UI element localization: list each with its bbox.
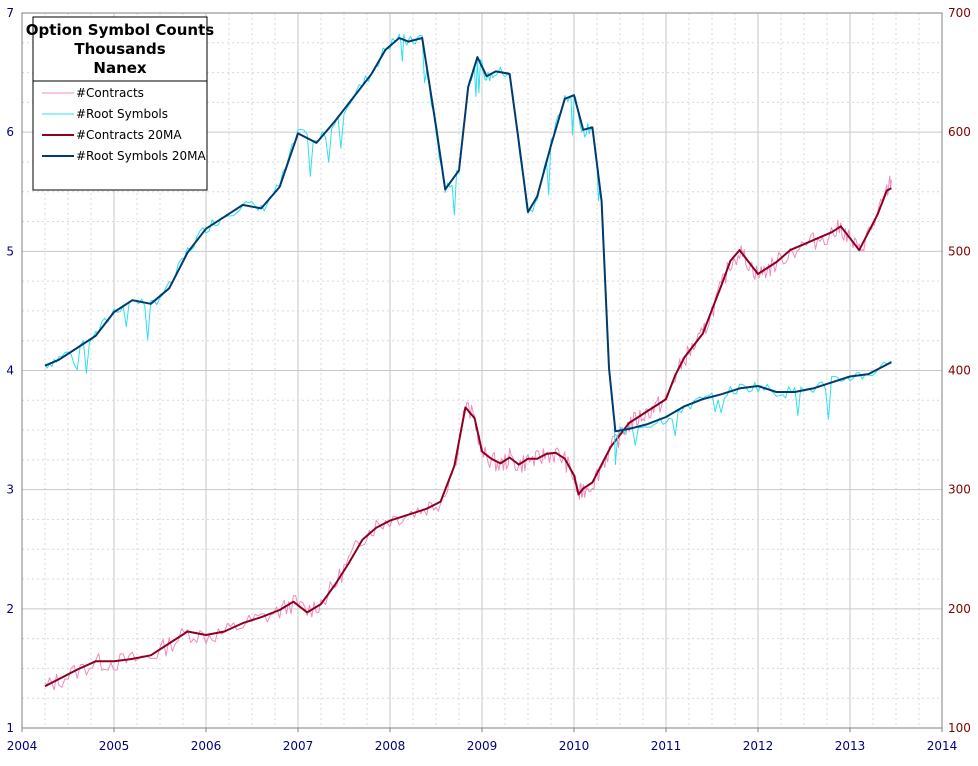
x-tick-label: 2004 [7,739,38,753]
x-tick-label: 2014 [927,739,958,753]
y-right-tick-label: 600 [948,125,971,139]
x-tick-label: 2007 [283,739,314,753]
x-tick-label: 2010 [559,739,590,753]
x-tick-label: 2011 [651,739,682,753]
y-left-tick-label: 5 [6,244,14,258]
y-right-tick-label: 700 [948,6,971,20]
y-left-tick-label: 1 [6,721,14,735]
y-right-tick-label: 100 [948,721,971,735]
y-left-tick-label: 3 [6,483,14,497]
legend-label: #Contracts [76,86,144,100]
y-right-tick-label: 400 [948,364,971,378]
x-tick-label: 2005 [99,739,130,753]
axis-layer: 2004 2005 2006 2007 2008 2009 2010 2011 2012 2013… [6,6,971,753]
legend-label: #Root Symbols 20MA [76,149,206,163]
y-right-tick-label: 500 [948,244,971,258]
chart-title-line-3: Nanex [93,59,147,77]
x-tick-label: 2008 [375,739,406,753]
series-line-contracts [44,175,892,691]
y-left-tick-label: 7 [6,6,14,20]
x-tick-label: 2009 [467,739,498,753]
x-tick-label: 2013 [835,739,866,753]
legend-label: #Contracts 20MA [76,128,182,142]
chart-title-line-1: Option Symbol Counts [26,21,214,39]
y-right-tick-label: 300 [948,483,971,497]
legend-label: #Root Symbols [76,107,168,121]
y-left-tick-label: 6 [6,125,14,139]
series-layer [44,33,892,691]
legend: Option Symbol Counts Thousands Nanex #Co… [26,16,214,191]
y-left-tick-label: 4 [6,364,14,378]
x-tick-label: 2006 [191,739,222,753]
chart-title-line-2: Thousands [74,40,165,58]
series-line-contracts-20ma [44,187,892,688]
x-tick-label: 2012 [743,739,774,753]
series-line-root-symbols [44,33,892,465]
legend-items: #Contracts #Root Symbols #Contracts 20MA #R… [42,86,206,163]
series-line-root-symbols-20ma [44,37,892,433]
y-right-tick-label: 200 [948,602,971,616]
y-left-tick-label: 2 [6,602,14,616]
